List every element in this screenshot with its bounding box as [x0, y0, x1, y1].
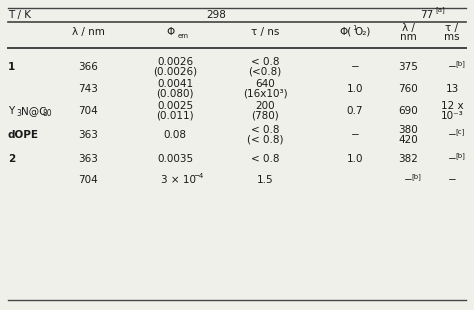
Text: Φ(: Φ( — [339, 27, 351, 37]
Text: (0.011): (0.011) — [156, 111, 194, 121]
Text: 363: 363 — [78, 130, 98, 140]
Text: [b]: [b] — [411, 173, 421, 180]
Text: 704: 704 — [78, 106, 98, 116]
Text: [b]: [b] — [455, 60, 465, 67]
Text: N@C: N@C — [21, 106, 46, 116]
Text: < 0.8: < 0.8 — [251, 125, 279, 135]
Text: (< 0.8): (< 0.8) — [247, 135, 283, 145]
Text: 1: 1 — [8, 62, 15, 72]
Text: 1.0: 1.0 — [347, 154, 363, 164]
Text: (780): (780) — [251, 111, 279, 121]
Text: 0.0041: 0.0041 — [157, 79, 193, 89]
Text: 363: 363 — [78, 154, 98, 164]
Text: [b]: [b] — [455, 152, 465, 159]
Text: [c]: [c] — [455, 128, 465, 135]
Text: −: − — [448, 62, 457, 72]
Text: 2: 2 — [8, 154, 15, 164]
Text: 366: 366 — [78, 62, 98, 72]
Text: τ / ns: τ / ns — [251, 27, 279, 37]
Text: 0.7: 0.7 — [347, 106, 363, 116]
Text: 200: 200 — [255, 101, 275, 111]
Text: Φ: Φ — [167, 27, 175, 37]
Text: 704: 704 — [78, 175, 98, 185]
Text: [a]: [a] — [435, 7, 445, 13]
Text: 1: 1 — [352, 25, 356, 31]
Text: 640: 640 — [255, 79, 275, 89]
Text: 298: 298 — [207, 10, 227, 20]
Text: (16x10³): (16x10³) — [243, 89, 287, 99]
Text: 13: 13 — [446, 84, 459, 94]
Text: T / K: T / K — [8, 10, 31, 20]
Text: Y: Y — [8, 106, 14, 116]
Text: 375: 375 — [398, 62, 418, 72]
Text: 12 x: 12 x — [441, 101, 463, 111]
Text: 1.5: 1.5 — [257, 175, 273, 185]
Text: 3 × 10: 3 × 10 — [161, 175, 196, 185]
Text: 0.0025: 0.0025 — [157, 101, 193, 111]
Text: −: − — [448, 154, 457, 164]
Text: nm: nm — [400, 32, 416, 42]
Text: −: − — [448, 130, 457, 140]
Text: dOPE: dOPE — [8, 130, 39, 140]
Text: −4: −4 — [193, 173, 203, 179]
Text: 380: 380 — [398, 125, 418, 135]
Text: 1.0: 1.0 — [347, 84, 363, 94]
Text: λ / nm: λ / nm — [72, 27, 104, 37]
Text: 0.0026: 0.0026 — [157, 57, 193, 67]
Text: (0.080): (0.080) — [156, 89, 194, 99]
Text: (0.0026): (0.0026) — [153, 67, 197, 77]
Text: 77: 77 — [420, 10, 433, 20]
Text: 420: 420 — [398, 135, 418, 145]
Text: −: − — [351, 62, 359, 72]
Text: 760: 760 — [398, 84, 418, 94]
Text: 3: 3 — [16, 109, 21, 118]
Text: 743: 743 — [78, 84, 98, 94]
Text: < 0.8: < 0.8 — [251, 154, 279, 164]
Text: < 0.8: < 0.8 — [251, 57, 279, 67]
Text: em: em — [178, 33, 189, 38]
Text: −: − — [404, 175, 413, 185]
Text: λ /: λ / — [401, 23, 414, 33]
Text: ms: ms — [444, 32, 460, 42]
Text: −: − — [351, 130, 359, 140]
Text: 0.0035: 0.0035 — [157, 154, 193, 164]
Text: τ /: τ / — [446, 23, 458, 33]
Text: O₂): O₂) — [354, 27, 370, 37]
Text: 382: 382 — [398, 154, 418, 164]
Text: 0.08: 0.08 — [164, 130, 186, 140]
Text: 10⁻³: 10⁻³ — [441, 111, 464, 121]
Text: −: − — [447, 175, 456, 185]
Text: 690: 690 — [398, 106, 418, 116]
Text: (<0.8): (<0.8) — [248, 67, 282, 77]
Text: 80: 80 — [43, 109, 53, 118]
